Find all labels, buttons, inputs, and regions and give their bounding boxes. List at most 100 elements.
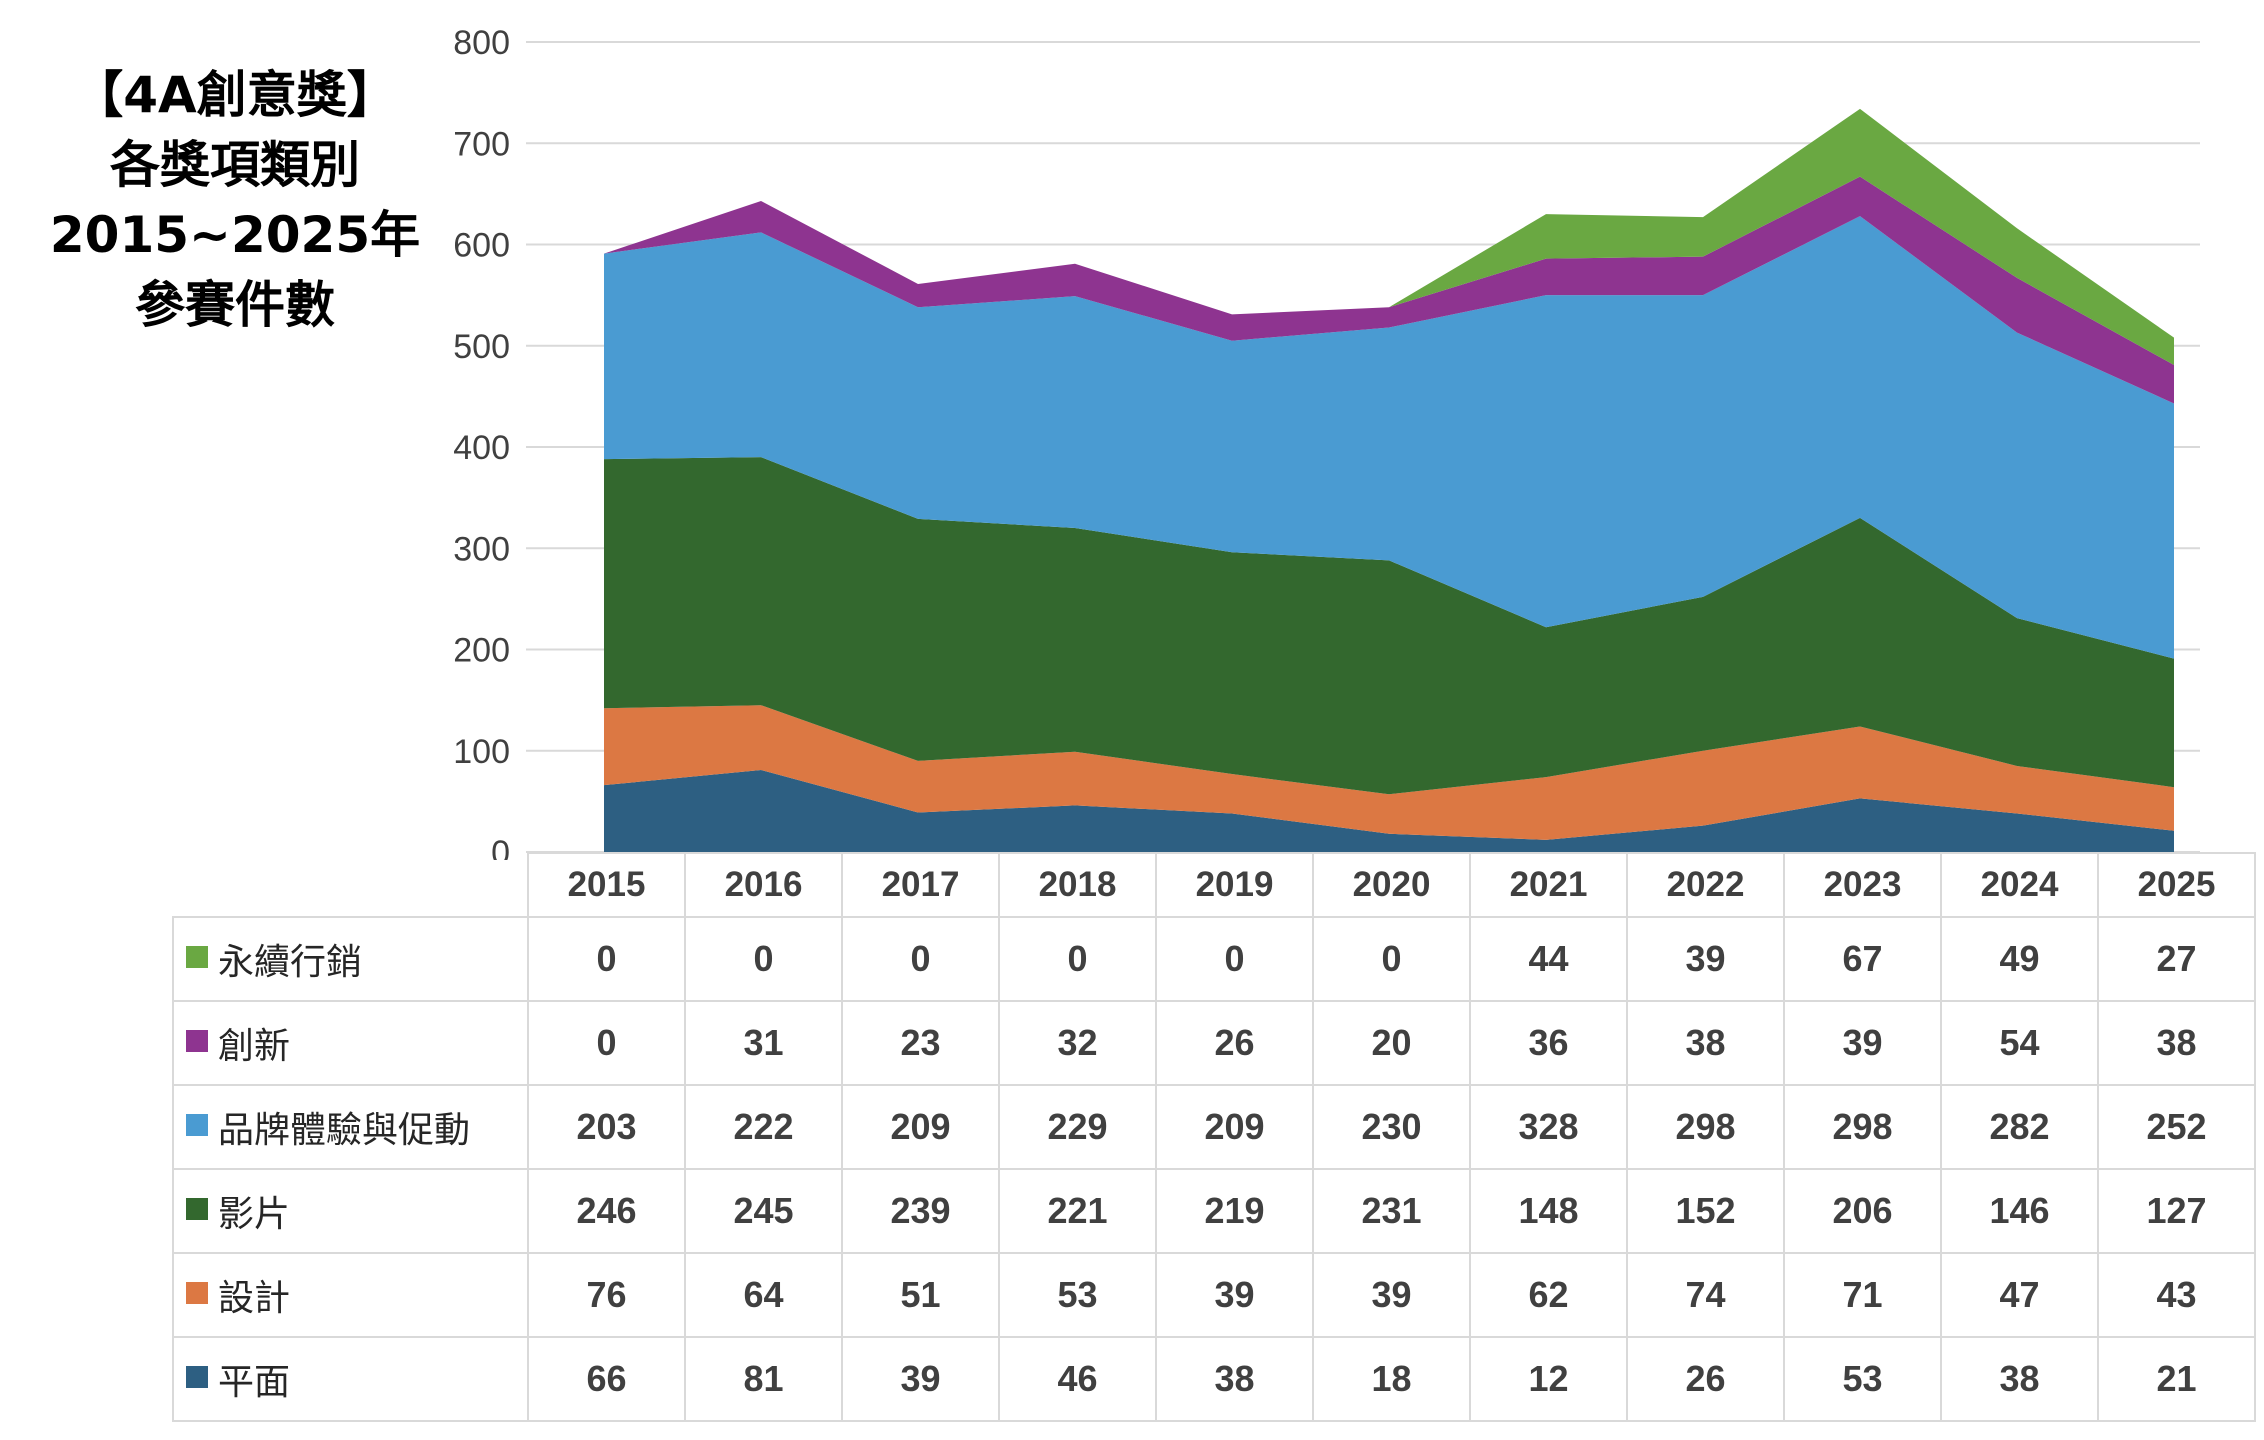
chart-title: 【4A創意獎】 各獎項類別 2015~2025年 參賽件數 bbox=[20, 60, 450, 340]
series-name: 平面 bbox=[218, 1362, 291, 1403]
legend-entry: 影片 bbox=[172, 1168, 529, 1254]
area-series-創新 bbox=[604, 176, 2174, 404]
area-series-永續行銷 bbox=[604, 108, 2174, 365]
data-label: 62 bbox=[1469, 1252, 1628, 1338]
data-label: 39 bbox=[1783, 1000, 1942, 1086]
y-tick-label: 700 bbox=[453, 125, 510, 163]
area-series-設計 bbox=[604, 705, 2174, 840]
area-series-平面 bbox=[604, 769, 2174, 852]
legend-entry: 平面 bbox=[172, 1336, 529, 1422]
data-label: 38 bbox=[1626, 1000, 1785, 1086]
data-label: 282 bbox=[1940, 1084, 2099, 1170]
data-label: 148 bbox=[1469, 1168, 1628, 1254]
data-label: 246 bbox=[527, 1168, 686, 1254]
data-label: 12 bbox=[1469, 1336, 1628, 1422]
data-label: 252 bbox=[2097, 1084, 2256, 1170]
data-label: 230 bbox=[1312, 1084, 1471, 1170]
data-label: 66 bbox=[527, 1336, 686, 1422]
legend-entry: 品牌體驗與促動 bbox=[172, 1084, 529, 1170]
area-series-品牌體驗與促動 bbox=[604, 216, 2174, 659]
series-name: 設計 bbox=[218, 1278, 291, 1319]
table-row: 品牌體驗與促動 203 222 209 229 209 230 328 298 298 282 252 bbox=[172, 1084, 2256, 1170]
legend-swatch bbox=[186, 1030, 208, 1052]
x-tick-label: 2023 bbox=[1783, 852, 1942, 918]
data-label: 39 bbox=[841, 1336, 1000, 1422]
table-body: 永續行銷 0 0 0 0 0 0 44 39 67 49 27 創新 0 31 23 32 26 20 36 38 39 5… bbox=[172, 916, 2256, 1422]
x-tick-label: 2018 bbox=[998, 852, 1157, 918]
legend-swatch bbox=[186, 1114, 208, 1136]
x-tick-label: 2021 bbox=[1469, 852, 1628, 918]
data-label: 20 bbox=[1312, 1000, 1471, 1086]
legend-swatch bbox=[186, 1282, 208, 1304]
data-label: 0 bbox=[1155, 916, 1314, 1002]
data-label: 38 bbox=[2097, 1000, 2256, 1086]
table-row: 影片 246 245 239 221 219 231 148 152 206 146 127 bbox=[172, 1168, 2256, 1254]
x-tick-label: 2024 bbox=[1940, 852, 2099, 918]
data-label: 209 bbox=[841, 1084, 1000, 1170]
data-label: 44 bbox=[1469, 916, 1628, 1002]
data-label: 0 bbox=[527, 1000, 686, 1086]
table-row: 平面 66 81 39 46 38 18 12 26 53 38 21 bbox=[172, 1336, 2256, 1422]
data-label: 0 bbox=[527, 916, 686, 1002]
y-tick-label: 100 bbox=[453, 733, 510, 771]
data-label: 32 bbox=[998, 1000, 1157, 1086]
data-label: 26 bbox=[1155, 1000, 1314, 1086]
data-label: 31 bbox=[684, 1000, 843, 1086]
data-label: 18 bbox=[1312, 1336, 1471, 1422]
data-label: 146 bbox=[1940, 1168, 2099, 1254]
x-tick-label: 2019 bbox=[1155, 852, 1314, 918]
data-label: 298 bbox=[1783, 1084, 1942, 1170]
x-tick-label: 2016 bbox=[684, 852, 843, 918]
data-label: 206 bbox=[1783, 1168, 1942, 1254]
data-label: 36 bbox=[1469, 1000, 1628, 1086]
title-line-2: 各獎項類別 bbox=[110, 136, 360, 194]
legend-swatch bbox=[186, 1366, 208, 1388]
data-label: 39 bbox=[1312, 1252, 1471, 1338]
y-tick-label: 400 bbox=[453, 429, 510, 467]
data-label: 21 bbox=[2097, 1336, 2256, 1422]
data-label: 39 bbox=[1626, 916, 1785, 1002]
data-label: 51 bbox=[841, 1252, 1000, 1338]
legend-entry: 設計 bbox=[172, 1252, 529, 1338]
data-label: 74 bbox=[1626, 1252, 1785, 1338]
legend-swatch bbox=[186, 946, 208, 968]
y-tick-label: 600 bbox=[453, 227, 510, 265]
x-tick-label: 2015 bbox=[527, 852, 686, 918]
area-series-影片 bbox=[604, 457, 2174, 795]
data-label: 222 bbox=[684, 1084, 843, 1170]
series-name: 品牌體驗與促動 bbox=[218, 1110, 471, 1151]
data-label: 0 bbox=[1312, 916, 1471, 1002]
series-name: 影片 bbox=[218, 1194, 291, 1235]
data-label: 38 bbox=[1940, 1336, 2099, 1422]
data-label: 328 bbox=[1469, 1084, 1628, 1170]
data-label: 39 bbox=[1155, 1252, 1314, 1338]
data-label: 26 bbox=[1626, 1336, 1785, 1422]
data-label: 0 bbox=[684, 916, 843, 1002]
data-label: 81 bbox=[684, 1336, 843, 1422]
legend-swatch bbox=[186, 1198, 208, 1220]
data-label: 53 bbox=[1783, 1336, 1942, 1422]
data-label: 231 bbox=[1312, 1168, 1471, 1254]
data-label: 46 bbox=[998, 1336, 1157, 1422]
table-corner bbox=[173, 853, 529, 918]
data-label: 219 bbox=[1155, 1168, 1314, 1254]
table-row: 創新 0 31 23 32 26 20 36 38 39 54 38 bbox=[172, 1000, 2256, 1086]
table-row: 設計 76 64 51 53 39 39 62 74 71 47 43 bbox=[172, 1252, 2256, 1338]
data-label: 203 bbox=[527, 1084, 686, 1170]
data-label: 53 bbox=[998, 1252, 1157, 1338]
data-label: 43 bbox=[2097, 1252, 2256, 1338]
data-label: 0 bbox=[841, 916, 1000, 1002]
data-label: 71 bbox=[1783, 1252, 1942, 1338]
data-label: 298 bbox=[1626, 1084, 1785, 1170]
data-label: 64 bbox=[684, 1252, 843, 1338]
x-tick-label: 2017 bbox=[841, 852, 1000, 918]
legend-entry: 永續行銷 bbox=[172, 916, 529, 1002]
series-name: 永續行銷 bbox=[218, 942, 363, 983]
data-label: 209 bbox=[1155, 1084, 1314, 1170]
x-tick-label: 2025 bbox=[2097, 852, 2256, 918]
y-tick-label: 500 bbox=[453, 328, 510, 366]
x-tick-label: 2020 bbox=[1312, 852, 1471, 918]
x-tick-label: 2022 bbox=[1626, 852, 1785, 918]
